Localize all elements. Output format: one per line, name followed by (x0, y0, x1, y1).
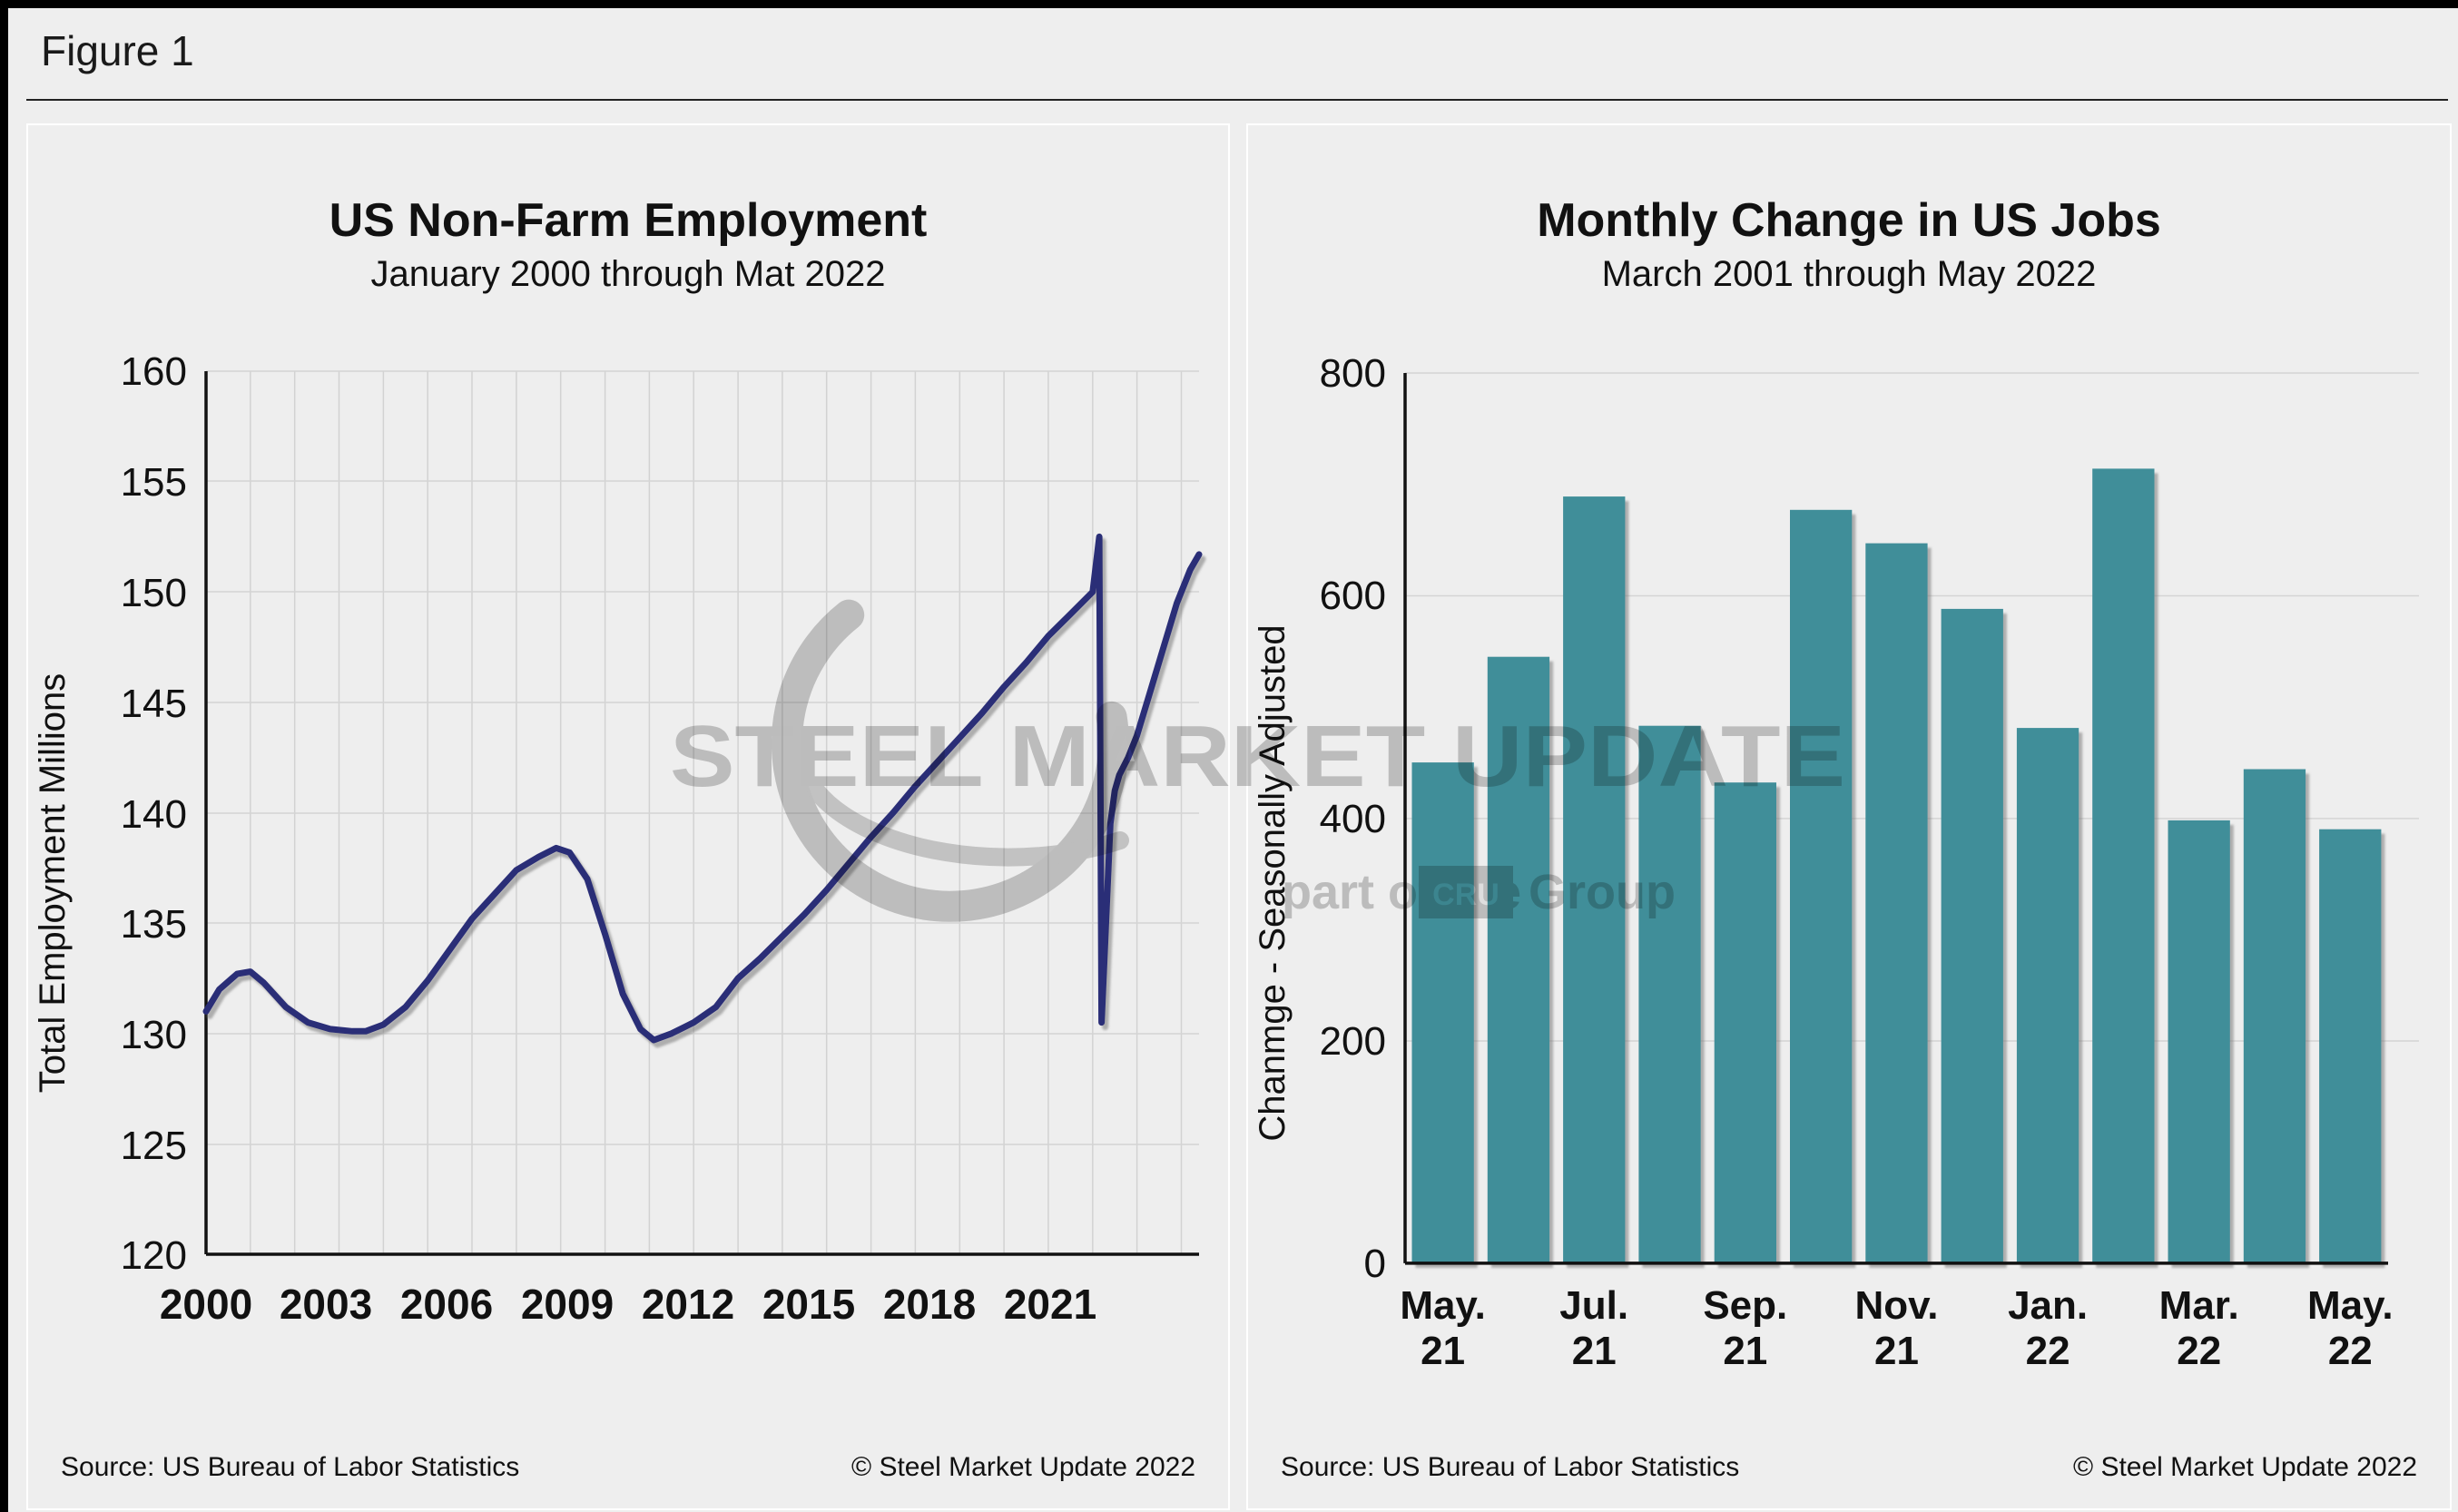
svg-text:21: 21 (1874, 1329, 1919, 1364)
svg-text:140: 140 (121, 792, 187, 837)
svg-text:0: 0 (1364, 1242, 1386, 1286)
svg-text:Mar.: Mar. (2159, 1283, 2239, 1328)
svg-text:21: 21 (1723, 1329, 1767, 1364)
svg-text:120: 120 (121, 1233, 187, 1278)
svg-text:155: 155 (121, 460, 187, 505)
svg-text:Jan.: Jan. (2008, 1283, 2088, 1328)
svg-text:22: 22 (2328, 1329, 2373, 1364)
svg-text:May.: May. (2307, 1283, 2394, 1328)
svg-text:145: 145 (121, 682, 187, 726)
svg-text:21: 21 (1421, 1329, 1465, 1364)
svg-text:400: 400 (1320, 797, 1386, 841)
svg-text:800: 800 (1320, 351, 1386, 396)
svg-text:22: 22 (2177, 1329, 2221, 1364)
svg-text:2018: 2018 (883, 1281, 976, 1328)
svg-text:130: 130 (121, 1013, 187, 1057)
svg-text:2006: 2006 (400, 1281, 493, 1328)
svg-text:Jul.: Jul. (1559, 1283, 1628, 1328)
svg-text:22: 22 (2026, 1329, 2070, 1364)
svg-text:600: 600 (1320, 574, 1386, 618)
svg-text:125: 125 (121, 1124, 187, 1168)
svg-text:May.: May. (1400, 1283, 1486, 1328)
svg-text:Chanmge - Seasonally Adjusted: Chanmge - Seasonally Adjusted (1253, 624, 1293, 1141)
svg-text:2009: 2009 (521, 1281, 614, 1328)
svg-text:21: 21 (1572, 1329, 1617, 1364)
svg-text:Total Employment Millions: Total Employment Millions (33, 673, 73, 1093)
svg-text:200: 200 (1320, 1019, 1386, 1064)
svg-text:Nov.: Nov. (1854, 1283, 1938, 1328)
svg-text:2012: 2012 (642, 1281, 734, 1328)
svg-text:2015: 2015 (762, 1281, 855, 1328)
svg-text:2003: 2003 (280, 1281, 372, 1328)
svg-text:2000: 2000 (160, 1281, 252, 1328)
svg-text:Sep.: Sep. (1703, 1283, 1787, 1328)
svg-text:135: 135 (121, 902, 187, 947)
svg-text:150: 150 (121, 571, 187, 615)
svg-text:160: 160 (121, 349, 187, 394)
svg-text:2021: 2021 (1004, 1281, 1096, 1328)
